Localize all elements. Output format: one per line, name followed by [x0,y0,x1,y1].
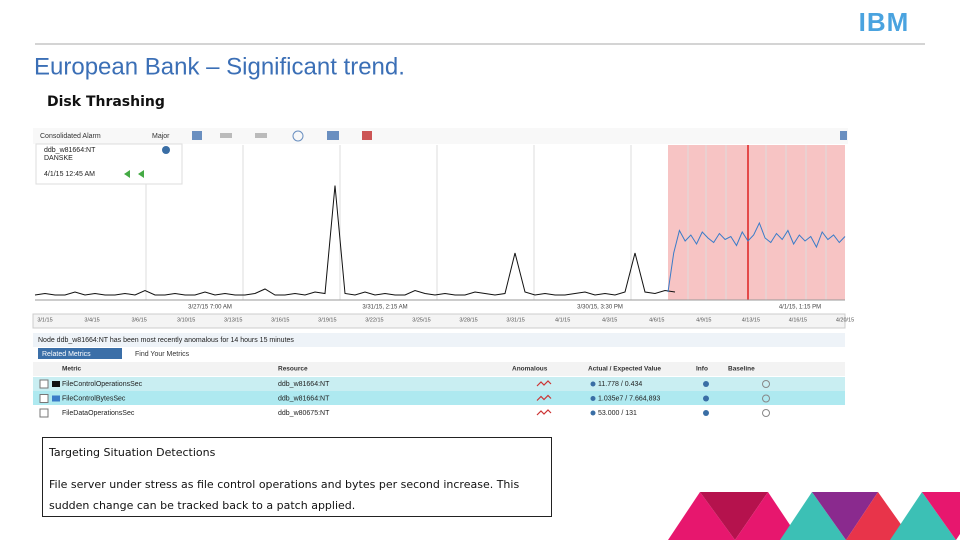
checkbox[interactable] [39,394,49,403]
baseline-icon[interactable] [762,394,770,403]
value-text: 1.035e7 / 7.664,893 [598,395,660,402]
metric-trace [34,185,676,296]
timeline-label: 3/6/15 [131,317,146,323]
timeline-label: 3/4/15 [84,317,99,323]
timeline-label: 3/10/15 [177,317,195,323]
message-bar [33,333,845,347]
table-header [33,362,845,376]
alarm-label: Consolidated Alarm [40,133,101,140]
timeline-label: 3/22/15 [365,317,383,323]
color-swatch [52,410,60,416]
column-header: Baseline [728,366,755,373]
message: Node ddb_w81664:NT has been most recentl… [38,337,294,344]
timeline-label: 3/13/15 [224,317,242,323]
value-icon [590,396,596,401]
timeline-label: 4/13/15 [742,317,760,323]
tab-active[interactable] [38,348,122,359]
baseline-icon[interactable] [762,409,770,417]
baseline-icon[interactable] [762,380,770,388]
timeline-label: 3/28/15 [459,317,477,323]
column-header: Actual / Expected Value [588,366,661,373]
info-icon[interactable] [703,395,709,402]
caption-box: Targeting Situation Detections File serv… [42,437,552,517]
nav-arrows[interactable] [124,170,144,178]
anomaly-region [668,145,845,300]
tab-label[interactable]: Find Your Metrics [135,351,190,358]
resource-name: ddb_w81664:NT [278,395,330,402]
timeline-label: 4/3/15 [602,317,617,323]
metric-name: FileControlOperationsSec [62,381,143,388]
caption-heading: Targeting Situation Detections [49,446,216,459]
value-text: 53.000 / 131 [598,410,637,417]
metric-name: FileDataOperationsSec [62,410,135,417]
alarm-panel [35,143,183,185]
value-icon [590,381,596,387]
checkbox[interactable] [39,408,49,418]
decoration [668,492,960,540]
timeline-label: 4/9/15 [696,317,711,323]
expand-icon[interactable] [840,131,847,140]
alarm-time: 4/1/15 12:45 AM [44,171,95,178]
slide-title: European Bank – Significant trend. [34,53,405,80]
value-text: 11.778 / 0.434 [598,381,642,388]
resource-name: ddb_w80675:NT [278,410,330,417]
column-header: Resource [278,366,308,373]
caption-body: File server under stress as file control… [49,478,520,512]
timeline-label: 3/25/15 [412,317,430,323]
tab-bar [33,347,845,359]
checkbox[interactable] [39,379,49,389]
value-icon [590,410,596,416]
logo: IBM [859,7,910,37]
date-label: 3/31/15, 2:15 AM [362,305,407,311]
anomaly-icon [536,409,552,416]
column-header: Metric [62,366,82,373]
timeline [32,313,846,329]
slide-subtitle: Disk Thrashing [47,94,165,110]
timeline-label: 3/31/15 [506,317,524,323]
color-swatch [52,381,60,387]
grid [145,145,827,300]
timeline-label: 4/1/15 [555,317,570,323]
timeline-label: 3/1/15 [37,317,52,323]
alarm-severity: Major [152,133,170,140]
info-icon[interactable] [703,410,709,416]
info-icon[interactable] [703,381,709,387]
row-highlight [33,391,845,405]
metric-trace [667,221,846,293]
timeline-label: 4/6/15 [649,317,664,323]
tab-label[interactable]: Related Metrics [42,351,91,358]
alarm-node: ddb_w81664:NT [44,147,96,154]
date-label: 3/30/15, 3:30 PM [577,305,623,311]
metric-name: FileControlBytesSec [62,395,126,402]
anomaly-icon [536,394,552,401]
timeline-label: 3/16/15 [271,317,289,323]
date-label: 3/27/15 7:00 AM [188,305,232,311]
timeline-label: 4/16/15 [789,317,807,323]
timeline-label: 4/20/15 [836,317,854,323]
toolbar [33,128,848,144]
date-label: 4/1/15, 1:15 PM [779,305,821,311]
timeline-label: 3/19/15 [318,317,336,323]
resource-name: ddb_w81664:NT [278,381,330,388]
anomaly-icon [536,380,552,387]
toolbar-icons [192,130,372,142]
eye-icon[interactable] [162,146,170,154]
row-highlight [33,377,845,391]
color-swatch [52,395,60,402]
alarm-customer: DANSKE [44,155,73,162]
column-header: Anomalous [512,366,548,373]
column-header: Info [696,366,708,373]
